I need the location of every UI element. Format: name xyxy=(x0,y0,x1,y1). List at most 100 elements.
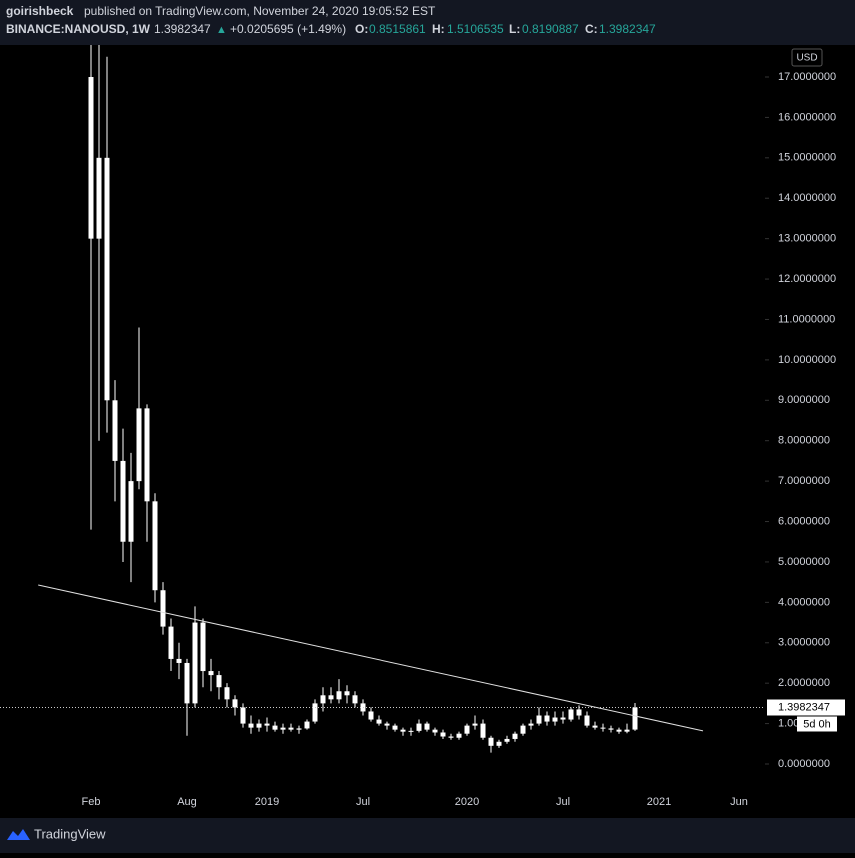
o-label: O: xyxy=(355,22,368,36)
x-tick-label: Feb xyxy=(82,796,101,808)
y-tick-label: 12.0000000 xyxy=(778,273,836,285)
candle-body xyxy=(208,671,214,676)
candle-body xyxy=(592,725,598,728)
y-tick-label: 4.0000000 xyxy=(778,596,830,608)
up-arrow: ▲ xyxy=(216,24,227,36)
candle-body xyxy=(608,728,614,730)
brand: TradingView xyxy=(34,826,106,841)
candle-body xyxy=(584,715,590,726)
candle-body xyxy=(296,728,302,730)
candle-body xyxy=(288,727,294,730)
candle-body xyxy=(536,715,542,724)
high: 1.5106535 xyxy=(447,22,504,36)
candle-body xyxy=(168,626,174,659)
y-tick-label: 15.0000000 xyxy=(778,152,836,164)
candle-body xyxy=(264,723,270,726)
candle-body xyxy=(504,738,510,742)
candle-body xyxy=(304,721,310,729)
candle-body xyxy=(144,408,150,502)
candle-body xyxy=(176,658,182,663)
candle-body xyxy=(448,736,454,738)
y-tick-label: 13.0000000 xyxy=(778,233,836,245)
candle-body xyxy=(120,460,126,542)
close: 1.3982347 xyxy=(599,22,656,36)
x-tick-label: 2021 xyxy=(647,796,671,808)
open: 0.8515861 xyxy=(369,22,426,36)
candle-body xyxy=(560,717,566,720)
c-label: C: xyxy=(585,22,598,36)
y-tick-label: 10.0000000 xyxy=(778,354,836,366)
header-bar xyxy=(0,0,855,45)
footer-bar xyxy=(0,818,855,853)
published: published on TradingView.com, November 2… xyxy=(84,4,436,18)
x-tick-label: Jun xyxy=(730,796,748,808)
candle-body xyxy=(488,737,494,746)
candle-body xyxy=(528,723,534,726)
candle-body xyxy=(480,723,486,738)
candle-body xyxy=(352,695,358,704)
l-label: L: xyxy=(509,22,520,36)
candle-body xyxy=(568,709,574,720)
candle-body xyxy=(456,733,462,738)
logo xyxy=(7,829,30,840)
candle-body xyxy=(496,741,502,746)
y-tick-label: 8.0000000 xyxy=(778,435,830,447)
low: 0.8190887 xyxy=(522,22,579,36)
y-tick-label: 2.0000000 xyxy=(778,677,830,689)
y-tick-label: 16.0000000 xyxy=(778,111,836,123)
y-tick-label: 17.0000000 xyxy=(778,71,836,83)
candle-body xyxy=(416,723,422,731)
plot-area xyxy=(38,45,704,753)
candle-body xyxy=(336,691,342,700)
y-tick-label: 3.0000000 xyxy=(778,637,830,649)
candle-body xyxy=(440,732,446,737)
candle-body xyxy=(192,622,198,704)
x-tick-label: Jul xyxy=(556,796,570,808)
y-tick-label: 6.0000000 xyxy=(778,515,830,527)
y-tick-label: 7.0000000 xyxy=(778,475,830,487)
candle-body xyxy=(600,727,606,729)
candle-body xyxy=(520,725,526,734)
y-tick-label: 5.0000000 xyxy=(778,556,830,568)
candle-body xyxy=(432,729,438,733)
candle-body xyxy=(368,711,374,720)
x-tick-label: Jul xyxy=(356,796,370,808)
candle-body xyxy=(616,729,622,732)
x-tick-label: 2019 xyxy=(255,796,279,808)
candle-body xyxy=(224,687,230,700)
candle-body xyxy=(576,709,582,716)
x-tick-label: Aug xyxy=(177,796,197,808)
y-tick-label: 11.0000000 xyxy=(778,313,835,325)
candle-body xyxy=(376,719,382,724)
currency-badge xyxy=(791,48,823,67)
currency: USD xyxy=(796,53,817,64)
candle-body xyxy=(184,662,190,704)
h-label: H: xyxy=(432,22,445,36)
candle-body xyxy=(112,400,118,461)
candle-body xyxy=(624,729,630,732)
candle-body xyxy=(136,408,142,482)
candle-body xyxy=(280,727,286,730)
candle-body xyxy=(512,733,518,739)
candle-body xyxy=(384,723,390,726)
candle-body xyxy=(344,691,350,696)
last-price: 1.3982347 xyxy=(154,22,211,36)
candle-body xyxy=(248,723,254,728)
candle-body xyxy=(152,501,158,591)
candle-body xyxy=(424,723,430,730)
candle-body xyxy=(272,725,278,730)
trendline xyxy=(38,584,704,732)
candle-body xyxy=(400,729,406,732)
last-price-box xyxy=(767,699,845,716)
candle-body xyxy=(320,695,326,704)
symbol: BINANCE:NANOUSD, 1W xyxy=(6,22,151,36)
candle-body xyxy=(216,675,222,688)
candle-body xyxy=(256,723,262,728)
candle-body xyxy=(408,730,414,732)
candle-body xyxy=(392,725,398,730)
author: goirishbeck xyxy=(6,4,74,18)
y-tick-label: 14.0000000 xyxy=(778,192,836,204)
y-tick-label: 9.0000000 xyxy=(778,394,830,406)
